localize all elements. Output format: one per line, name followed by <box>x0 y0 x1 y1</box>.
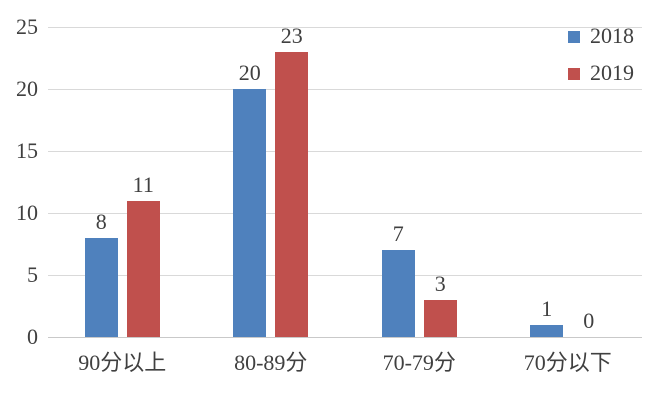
value-label-2018: 8 <box>95 208 107 234</box>
y-axis-tick-label: 5 <box>27 262 38 287</box>
category-label: 80-89分 <box>234 350 308 375</box>
bar-2018 <box>84 237 118 337</box>
x-axis-line <box>48 337 642 338</box>
legend-item-2019: 2019 <box>568 61 634 85</box>
category-label: 70分以下 <box>523 350 612 375</box>
value-label-2019: 23 <box>280 22 303 48</box>
gridline <box>48 89 642 90</box>
gridline <box>48 27 642 28</box>
value-label-2019: 3 <box>434 270 446 296</box>
gridline <box>48 213 642 214</box>
y-axis-tick-label: 15 <box>16 138 38 163</box>
y-axis-tick-label: 20 <box>16 76 38 101</box>
y-axis-tick-label: 10 <box>16 200 38 225</box>
y-axis-tick-label: 0 <box>27 324 38 349</box>
y-axis-tick-label: 25 <box>16 14 38 39</box>
value-label-2018: 7 <box>392 221 404 247</box>
category-label: 90分以上 <box>78 350 167 375</box>
value-label-2018: 1 <box>541 295 553 321</box>
legend-swatch-icon <box>568 68 580 80</box>
value-label-2019: 11 <box>132 171 154 197</box>
legend: 2018 2019 <box>568 24 634 85</box>
legend-label: 2019 <box>590 60 634 85</box>
bar-2018 <box>530 324 564 337</box>
bar-2019 <box>275 51 309 337</box>
gridline <box>48 151 642 152</box>
value-label-2018: 20 <box>238 60 261 85</box>
gridline <box>48 275 642 276</box>
bar-2018 <box>233 89 267 337</box>
category-label: 70-79分 <box>382 350 456 375</box>
bar-2019 <box>423 299 457 337</box>
legend-swatch-icon <box>568 31 580 43</box>
bar-2018 <box>381 250 415 337</box>
value-label-2019: 0 <box>583 308 595 333</box>
bar-2019 <box>126 200 160 337</box>
